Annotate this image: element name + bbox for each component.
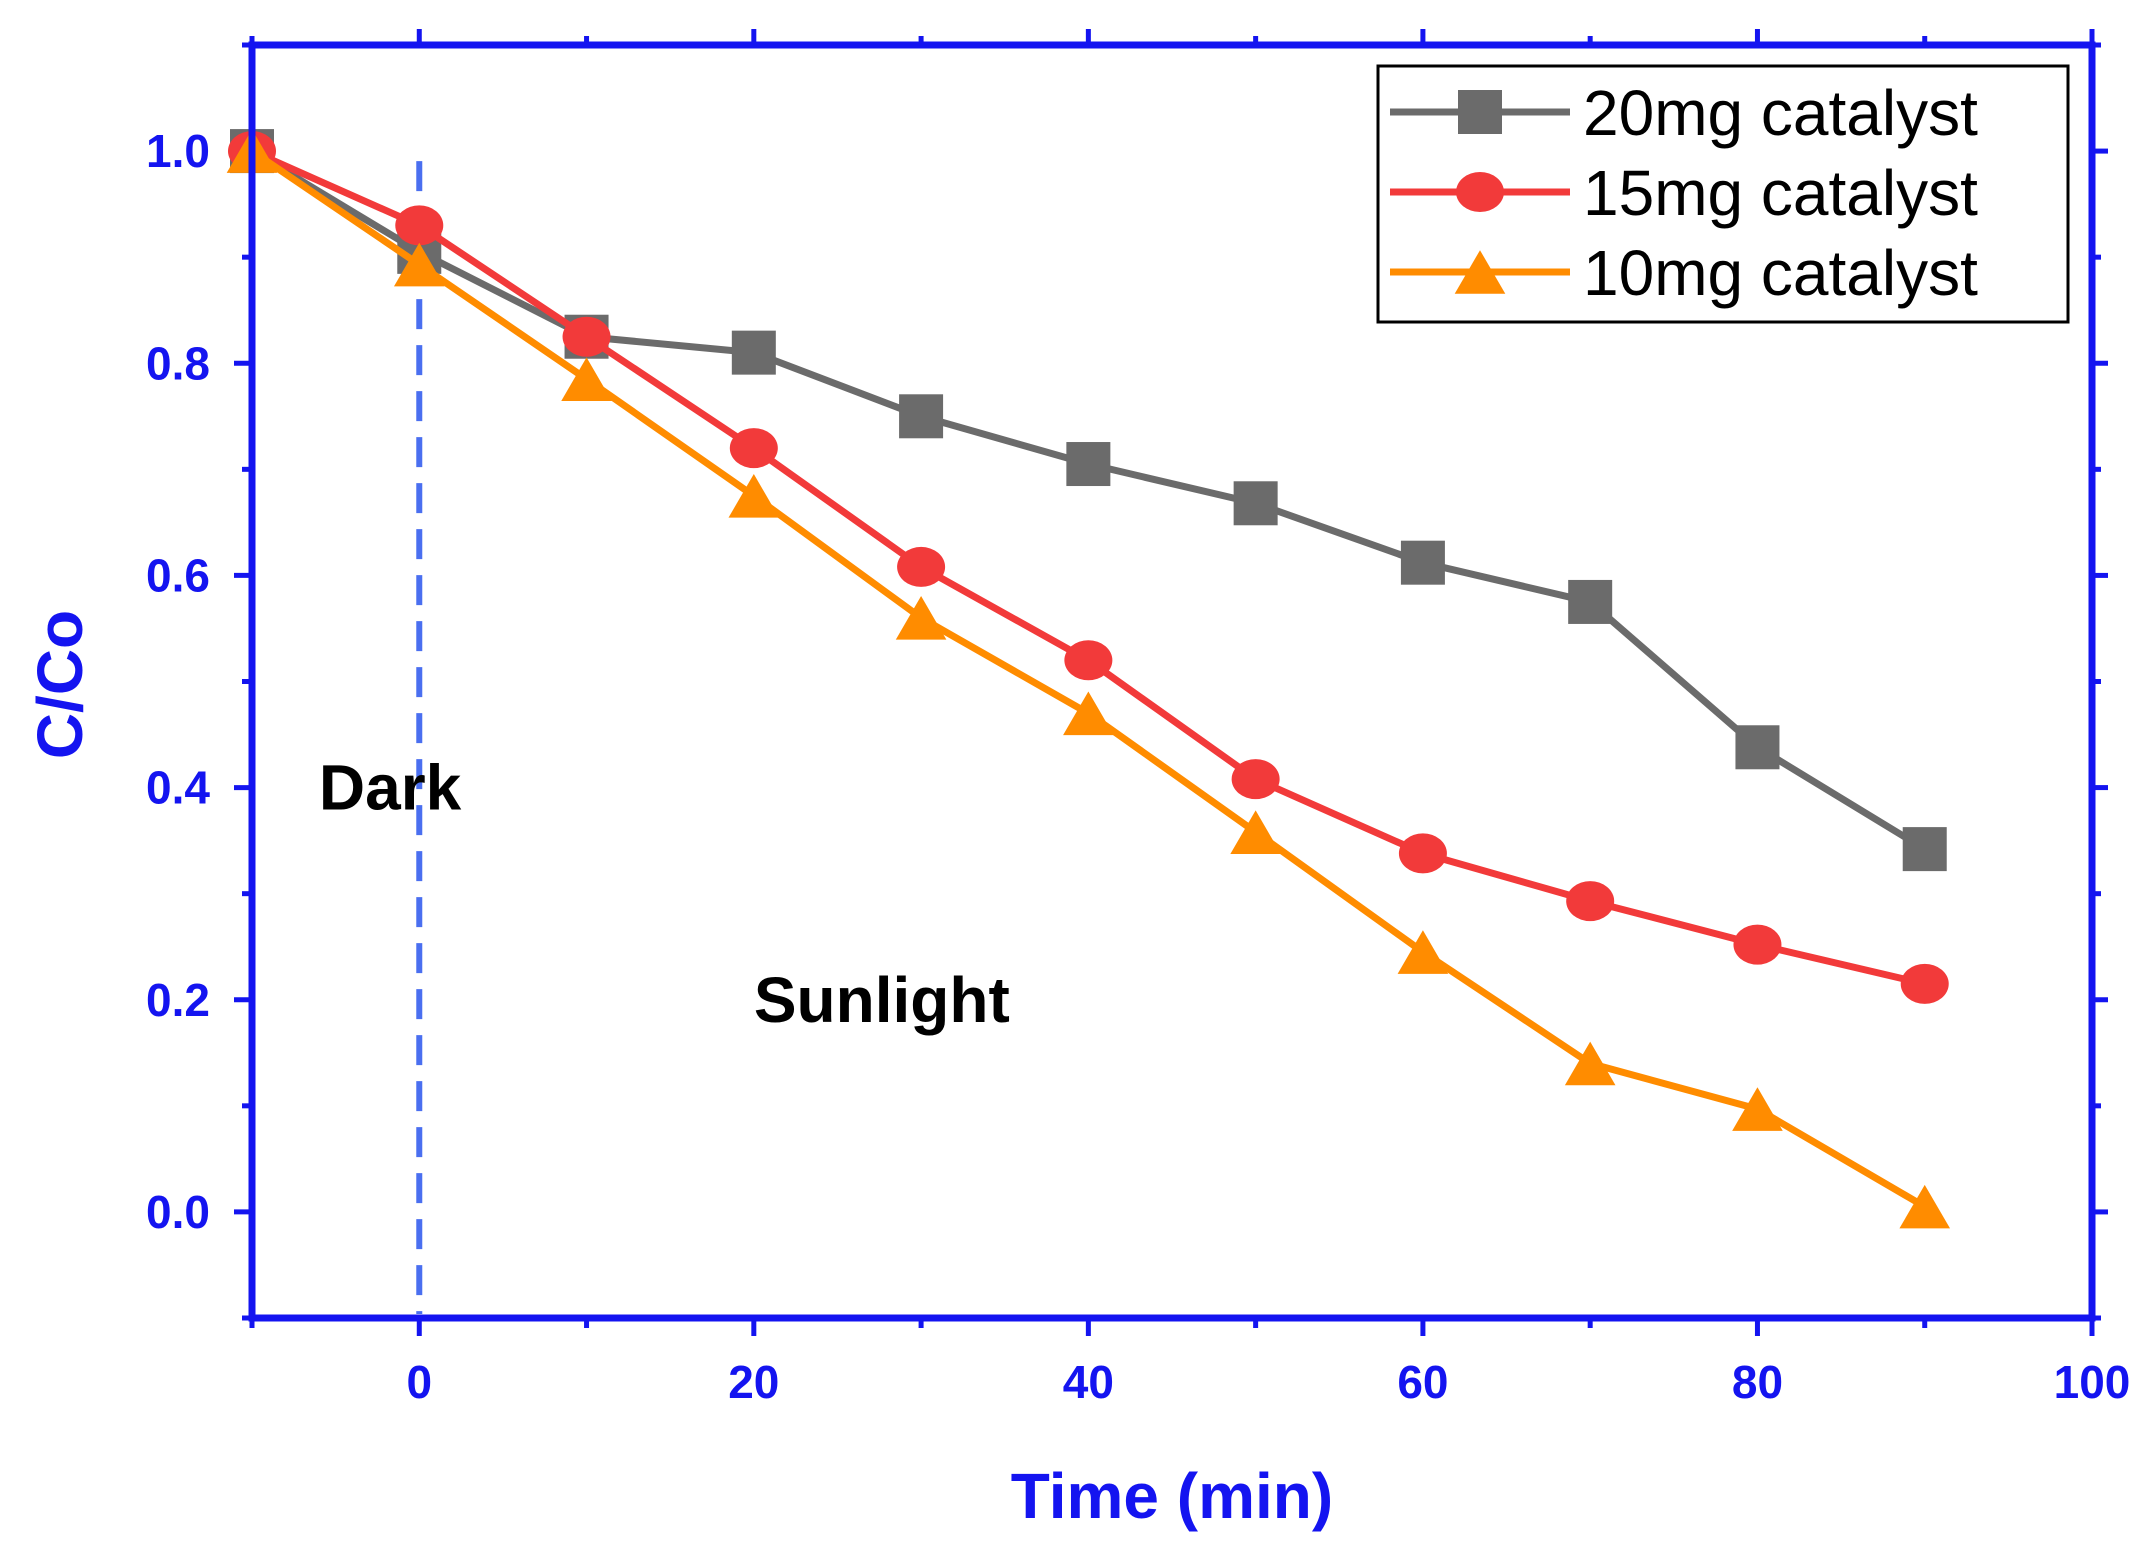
data-point: [1902, 827, 1947, 872]
legend-swatch-marker: [1456, 172, 1504, 212]
x-tick-label: 80: [1732, 1356, 1783, 1408]
annotation-sunlight: Sunlight: [754, 964, 1010, 1036]
y-tick-label: 0.4: [146, 762, 210, 814]
data-point: [729, 428, 778, 469]
y-tick-label: 0.0: [146, 1186, 210, 1238]
data-point: [395, 205, 444, 246]
plot-frame: [248, 41, 2096, 1322]
x-tick-label: 20: [728, 1356, 779, 1408]
data-point: [1064, 640, 1113, 681]
x-tick-label: 60: [1397, 1356, 1448, 1408]
data-point: [1066, 442, 1111, 487]
data-point: [731, 330, 776, 375]
data-point: [1400, 540, 1445, 585]
data-point: [1564, 1041, 1616, 1086]
data-point: [1230, 810, 1281, 854]
data-point: [1735, 725, 1780, 770]
data-point: [1732, 1087, 1783, 1131]
series-15mg-catalyst: [228, 131, 1949, 1004]
data-point: [1398, 833, 1447, 874]
data-point: [1900, 963, 1949, 1004]
tick-labels: 0 20 40 60 80 100 0.0 0.2 0.4 0.6 0.8 1.0: [146, 125, 2130, 1408]
data-point: [1233, 481, 1278, 526]
data-point: [1231, 759, 1280, 800]
data-point: [897, 546, 946, 587]
data-point: [1899, 1184, 1951, 1229]
x-tick-label: 40: [1063, 1356, 1114, 1408]
data-point: [1063, 691, 1114, 736]
y-tick-label: 0.8: [146, 337, 210, 389]
data-point: [728, 474, 780, 518]
legend: 20mg catalyst 15mg catalyst 10mg catalyst: [1376, 64, 2070, 324]
data-point: [562, 316, 611, 357]
y-tick-label: 1.0: [146, 125, 210, 177]
annotation-dark: Dark: [319, 752, 462, 824]
annotations: Dark Sunlight: [319, 752, 1010, 1036]
data-point: [895, 596, 947, 640]
x-tick-label: 0: [406, 1356, 432, 1408]
data-point: [899, 394, 944, 439]
x-axis-title: Time (min): [1011, 1460, 1333, 1532]
series-20mg-catalyst: [230, 129, 1947, 872]
y-axis-title: C/Co: [24, 610, 96, 759]
legend-label: 10mg catalyst: [1583, 237, 1978, 309]
legend-label: 20mg catalyst: [1583, 77, 1978, 149]
data-point: [1397, 930, 1449, 974]
data-point: [1733, 924, 1782, 965]
data-point: [1568, 579, 1613, 624]
legend-swatch-marker: [1458, 90, 1502, 134]
y-tick-label: 0.6: [146, 549, 210, 601]
y-tick-label: 0.2: [146, 974, 210, 1026]
data-point: [1566, 881, 1615, 922]
series-group: [226, 129, 1951, 1229]
data-point: [561, 357, 612, 401]
data-point: [393, 242, 445, 287]
legend-label: 15mg catalyst: [1583, 157, 1978, 229]
x-tick-label: 100: [2054, 1356, 2131, 1408]
legend-swatch-marker: [1454, 250, 1506, 294]
